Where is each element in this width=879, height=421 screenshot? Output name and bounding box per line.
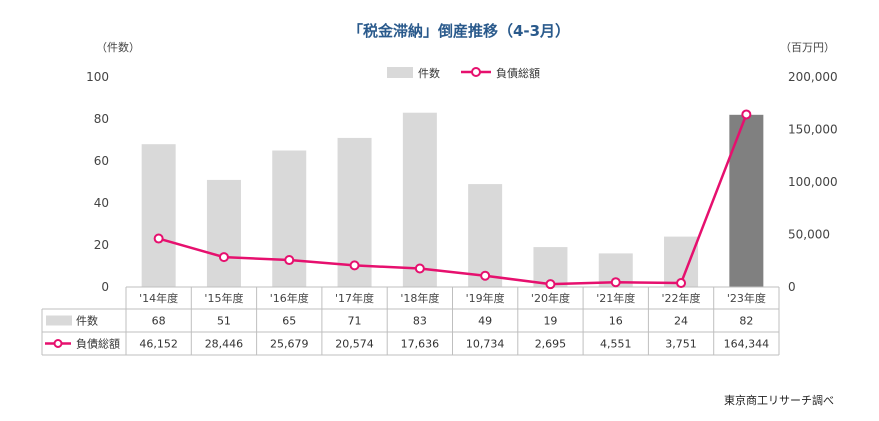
table-cell: 24 <box>674 315 688 328</box>
table-grid <box>41 286 780 356</box>
y-right-tick: 0 <box>788 280 796 294</box>
bars <box>141 112 764 287</box>
y-left-ticks: 0 20 40 60 80 100 <box>86 70 109 294</box>
line-point <box>741 109 752 120</box>
table-row-label: 負債総額 <box>76 337 120 351</box>
table-cell: 83 <box>413 315 427 328</box>
table-cell: 28,446 <box>205 338 244 351</box>
table-row-label: 件数 <box>76 315 98 328</box>
bar <box>272 150 307 287</box>
legend: 件数 負債総額 <box>387 66 540 80</box>
x-tick: '14年度 <box>139 291 178 305</box>
y-left-tick: 20 <box>94 238 109 252</box>
legend-bar-label: 件数 <box>418 67 440 80</box>
table-cell: 3,751 <box>665 338 697 351</box>
line-point <box>610 277 621 288</box>
y-left-tick: 0 <box>101 280 109 294</box>
table-cell: 17,636 <box>401 338 440 351</box>
x-tick: '18年度 <box>400 291 439 305</box>
line-point <box>218 252 229 263</box>
y-right-tick: 100,000 <box>788 175 838 189</box>
table-line-marker <box>53 339 63 348</box>
bar <box>402 112 437 287</box>
data-table: 件数 68 51 65 71 83 49 19 16 24 82 負債総額 46,152 28,446 25… <box>45 315 769 351</box>
y-left-tick: 40 <box>94 196 109 210</box>
table-cell: 20,574 <box>335 338 374 351</box>
table-cell: 164,344 <box>724 338 770 351</box>
y-right-tick: 150,000 <box>788 123 838 137</box>
table-cell: 49 <box>478 315 492 328</box>
bar <box>729 114 764 287</box>
x-tick: '16年度 <box>270 291 309 305</box>
bar <box>141 144 176 287</box>
line-point <box>284 255 295 266</box>
y-left-tick: 80 <box>94 112 109 126</box>
legend-line-marker <box>471 67 481 77</box>
table-cell: 19 <box>543 315 557 328</box>
chart-title: 「税金滞納」倒産推移（4-3月） <box>348 22 570 40</box>
line-point <box>414 263 425 274</box>
y-right-ticks: 0 50,000 100,000 150,000 200,000 <box>788 70 838 294</box>
line-point <box>480 270 491 281</box>
line-point <box>676 278 687 289</box>
legend-line-label: 負債総額 <box>496 66 540 80</box>
x-ticks: '14年度 '15年度 '16年度 '17年度 '18年度 '19年度 '20年度 '21年度… <box>139 291 766 305</box>
y-right-tick: 50,000 <box>788 228 830 242</box>
table-cell: 4,551 <box>600 338 632 351</box>
x-tick: '23年度 <box>727 291 766 305</box>
line-point <box>349 260 360 271</box>
x-tick: '17年度 <box>335 291 374 305</box>
bar <box>468 184 503 287</box>
line-point <box>153 233 164 244</box>
y-right-unit: （百万円） <box>780 41 835 54</box>
line-path <box>158 113 748 286</box>
y-right-tick: 200,000 <box>788 70 838 84</box>
source-note: 東京商工リサーチ調べ <box>724 393 834 407</box>
line-series <box>153 109 752 290</box>
legend-bar-swatch <box>387 67 413 78</box>
table-cell: 65 <box>282 315 296 328</box>
x-tick: '15年度 <box>204 291 243 305</box>
table-cell: 10,734 <box>466 338 505 351</box>
table-bar-swatch <box>46 315 72 326</box>
y-left-tick: 100 <box>86 70 109 84</box>
table-cell: 46,152 <box>139 338 178 351</box>
bar <box>206 179 241 287</box>
line-point <box>545 279 556 290</box>
x-tick: '22年度 <box>662 291 701 305</box>
x-tick: '21年度 <box>596 291 635 305</box>
y-left-tick: 60 <box>94 154 109 168</box>
table-cell: 51 <box>217 315 231 328</box>
table-cell: 25,679 <box>270 338 309 351</box>
table-cell: 68 <box>152 315 166 328</box>
x-tick: '20年度 <box>531 291 570 305</box>
table-cell: 71 <box>348 315 362 328</box>
x-tick: '19年度 <box>466 291 505 305</box>
table-cell: 82 <box>739 315 753 328</box>
y-left-unit: （件数） <box>96 41 140 54</box>
table-cell: 16 <box>609 315 623 328</box>
table-cell: 2,695 <box>535 338 567 351</box>
